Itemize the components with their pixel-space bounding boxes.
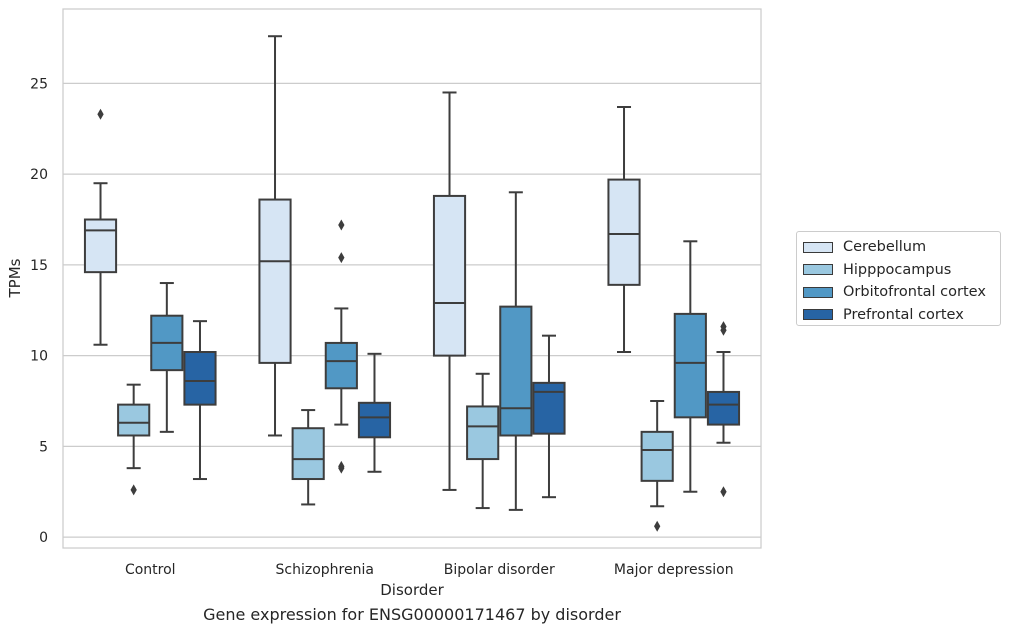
iqr-box: [499, 305, 533, 437]
x-tick-label: Schizophrenia: [276, 562, 374, 578]
legend-swatch: [803, 241, 833, 253]
legend-swatch: [803, 286, 833, 298]
x-axis-label: Disorder: [380, 581, 444, 599]
legend-swatch: [803, 264, 833, 276]
y-tick-label: 10: [30, 349, 48, 365]
iqr-box: [324, 341, 358, 390]
box-hipppocampus: [117, 383, 151, 496]
y-tick-label: 0: [39, 530, 48, 546]
box-hipppocampus: [291, 409, 325, 506]
legend-item: Hipppocampus: [803, 259, 1000, 282]
legend-label: Orbitofrontal cortex: [843, 284, 986, 301]
boxes: [83, 35, 741, 532]
y-tick-labels: 0 5 10 15 20 25: [30, 76, 48, 546]
plot-frame: [62, 8, 762, 549]
box-orbitofrontal-cortex: [324, 219, 358, 474]
x-tick-label: Bipolar disorder: [444, 562, 555, 578]
box-cerebellum: [607, 106, 641, 353]
iqr-box: [640, 430, 674, 482]
box-prefrontal-cortex: [357, 352, 392, 473]
outlier-point: [130, 484, 137, 496]
legend-label: Cerebellum: [843, 239, 927, 256]
iqr-box: [183, 351, 217, 406]
iqr-box: [706, 390, 741, 426]
box-prefrontal-cortex: [183, 320, 217, 481]
legend-item: Cerebellum: [803, 236, 1000, 259]
x-tick-label: Control: [125, 562, 176, 578]
outlier-point: [338, 219, 345, 231]
iqr-box: [607, 178, 641, 286]
y-tick-label: 20: [30, 167, 48, 183]
legend-swatch: [803, 309, 833, 321]
outlier-point: [720, 486, 727, 498]
outlier-point: [338, 462, 345, 474]
iqr-box: [83, 218, 118, 274]
legend-item: Orbitofrontal cortex: [803, 281, 1000, 304]
outlier-point: [338, 252, 345, 264]
legend-label: Prefrontal cortex: [843, 306, 964, 323]
legend-label: Hipppocampus: [843, 261, 952, 278]
x-tick-label: Major depression: [614, 562, 734, 578]
iqr-box: [117, 403, 151, 437]
box-prefrontal-cortex: [706, 321, 741, 498]
iqr-box: [673, 312, 707, 419]
legend-item: Prefrontal cortex: [803, 304, 1000, 327]
iqr-box: [532, 381, 566, 435]
iqr-box: [291, 427, 325, 481]
box-cerebellum: [432, 91, 467, 491]
y-axis-label: TPMs: [6, 258, 24, 298]
iqr-box: [432, 194, 467, 357]
box-orbitofrontal-cortex: [499, 191, 533, 511]
iqr-box: [357, 401, 392, 439]
iqr-box: [258, 198, 292, 364]
y-tick-label: 25: [30, 76, 48, 92]
chart-caption: Gene expression for ENSG00000171467 by d…: [203, 605, 621, 624]
box-cerebellum: [83, 108, 118, 346]
legend: Cerebellum Hipppocampus Orbitofrontal cort…: [796, 231, 1001, 326]
y-tick-label: 15: [30, 258, 48, 274]
box-prefrontal-cortex: [532, 334, 566, 499]
outlier-point: [97, 108, 104, 120]
box-hipppocampus: [466, 372, 500, 510]
box-orbitofrontal-cortex: [150, 282, 184, 433]
outlier-point: [654, 520, 661, 532]
x-tick-labels: Control Schizophrenia Bipolar disorder Majo…: [125, 562, 734, 578]
box-hipppocampus: [640, 400, 674, 532]
y-tick-label: 5: [39, 439, 48, 455]
iqr-box: [466, 405, 500, 461]
box-orbitofrontal-cortex: [673, 240, 707, 493]
outlier-point: [720, 324, 727, 336]
box-cerebellum: [258, 35, 292, 437]
